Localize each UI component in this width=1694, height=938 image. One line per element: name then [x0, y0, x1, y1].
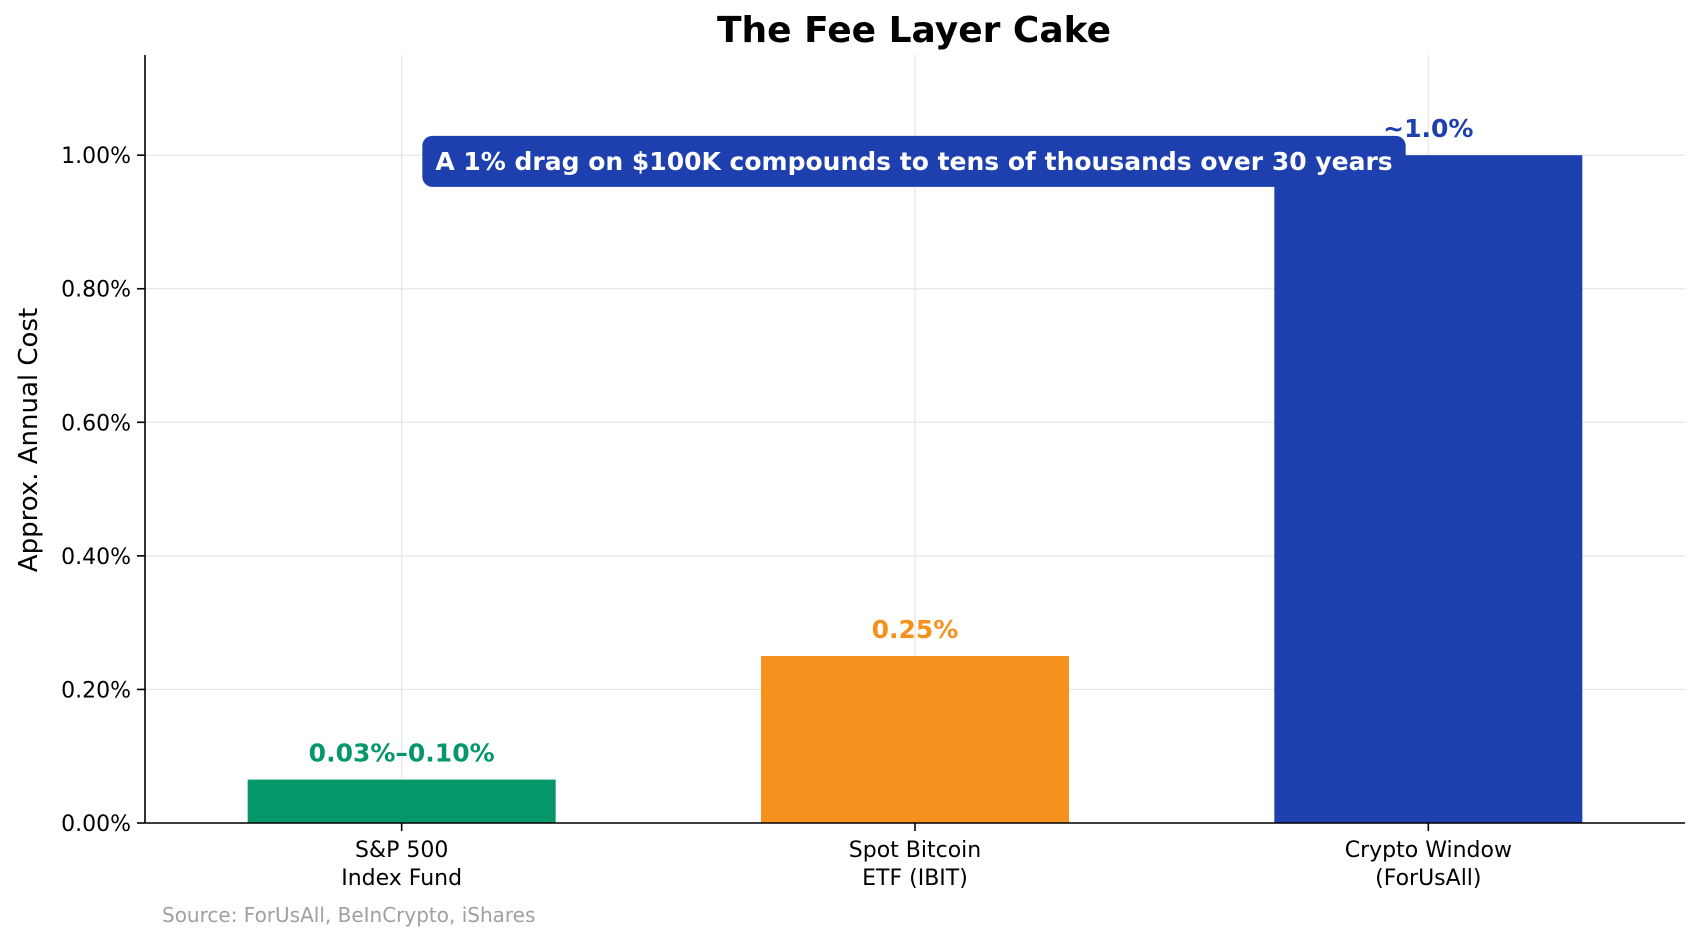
x-tick-label: Crypto Window (ForUsAll): [1345, 838, 1512, 891]
bar: [247, 779, 556, 823]
x-tick-label-line: Crypto Window: [1345, 838, 1512, 863]
bar: [1274, 155, 1583, 823]
y-tick-label: 0.60%: [61, 411, 131, 436]
annotation-box: [422, 135, 1406, 187]
x-tick-label: S&P 500 Index Fund: [341, 838, 462, 891]
x-tick-label-line: ETF (IBIT): [862, 866, 968, 891]
y-tick-label: 0.80%: [61, 278, 131, 303]
data-label: 0.03%–0.10%: [309, 739, 495, 768]
x-tick-label-line: Index Fund: [341, 866, 462, 891]
axes-layer: [137, 55, 1685, 831]
x-tick-label-line: Spot Bitcoin: [849, 838, 981, 863]
x-tick-label: Spot Bitcoin ETF (IBIT): [849, 838, 981, 891]
annotation: A 1% drag on $100K compounds to tens of …: [422, 135, 1406, 187]
x-tick-label-line: S&P 500: [355, 838, 448, 863]
labels-layer: 0.00% 0.20% 0.40% 0.60% 0.80% 1.00% 0.03%–0.10…: [61, 114, 1512, 891]
bars-layer: [247, 155, 1583, 823]
source-note: Source: ForUsAll, BeInCrypto, iShares: [162, 903, 535, 927]
y-tick-label: 1.00%: [61, 144, 131, 169]
x-tick-label-line: (ForUsAll): [1375, 866, 1481, 891]
y-tick-label: 0.00%: [61, 812, 131, 837]
annotation-text: A 1% drag on $100K compounds to tens of …: [435, 147, 1392, 176]
bar: [761, 656, 1069, 823]
y-tick-label: 0.40%: [61, 545, 131, 570]
y-tick-label: 0.20%: [61, 678, 131, 703]
chart-title: The Fee Layer Cake: [717, 10, 1111, 51]
data-label: 0.25%: [872, 615, 959, 644]
y-axis-label: Approx. Annual Cost: [14, 308, 44, 572]
